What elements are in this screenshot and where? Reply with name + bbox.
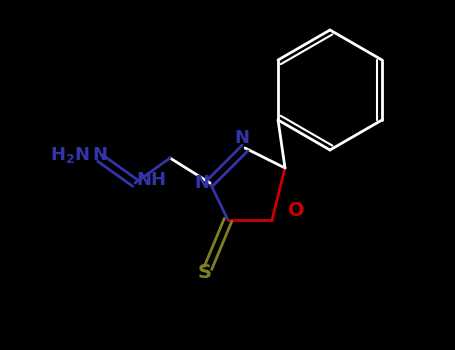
Text: N: N [194, 174, 209, 192]
Text: O: O [288, 201, 304, 219]
Text: S: S [198, 262, 212, 281]
Text: N: N [234, 129, 249, 147]
Text: NH: NH [136, 171, 166, 189]
Text: $\mathregular{H_2N}$: $\mathregular{H_2N}$ [50, 145, 90, 165]
Text: N: N [92, 146, 107, 164]
